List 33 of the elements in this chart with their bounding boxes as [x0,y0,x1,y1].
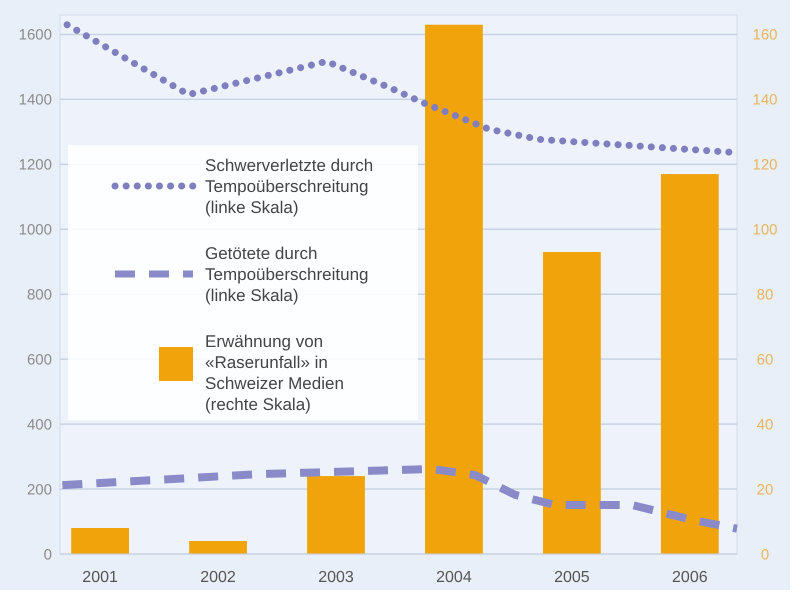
y2-tick-label: 120 [752,156,778,174]
y2-tick-label: 80 [756,286,774,304]
y2-tick-label: 100 [752,222,778,239]
x-tick-label: 2003 [318,569,354,586]
bar [425,24,483,554]
x-tick-label: 2001 [82,569,118,586]
bar [660,174,719,554]
y-tick-label: 600 [26,351,52,368]
y2-tick-label: 140 [752,92,778,109]
y2-tick-label: 0 [760,546,770,564]
x-tick-label: 2004 [436,569,472,586]
y-tick-label: 1200 [18,156,52,174]
y-tick-label: 200 [26,481,52,498]
y-tick-label: 800 [26,286,52,304]
bar [542,252,601,554]
legend-label: Getötete durch Tempoüberschreitung (linke Skala) [205,244,368,305]
legend-label: Erwähnung von «Raserunfall» in Schweizer Medien (rechte Skala) [205,332,344,414]
y2-tick-label: 160 [752,26,778,44]
bar [189,541,247,554]
x-tick-label: 2002 [200,569,236,586]
x-tick-label: 2005 [554,569,590,586]
y2-tick-label: 40 [756,416,774,434]
x-tick-label: 2006 [672,569,708,586]
legend-label: Schwerverletzte durch Tempoüberschreitung (linke Skala) [205,156,374,217]
y-tick-label: 400 [26,416,52,434]
y-tick-label: 1000 [18,222,52,239]
y-tick-label: 1400 [18,92,52,109]
y2-tick-label: 60 [756,351,774,368]
y2-tick-label: 20 [756,481,774,498]
bar [71,528,129,554]
bar [307,476,365,554]
y-tick-label: 0 [44,546,52,564]
y-tick-label: 1600 [18,26,52,44]
